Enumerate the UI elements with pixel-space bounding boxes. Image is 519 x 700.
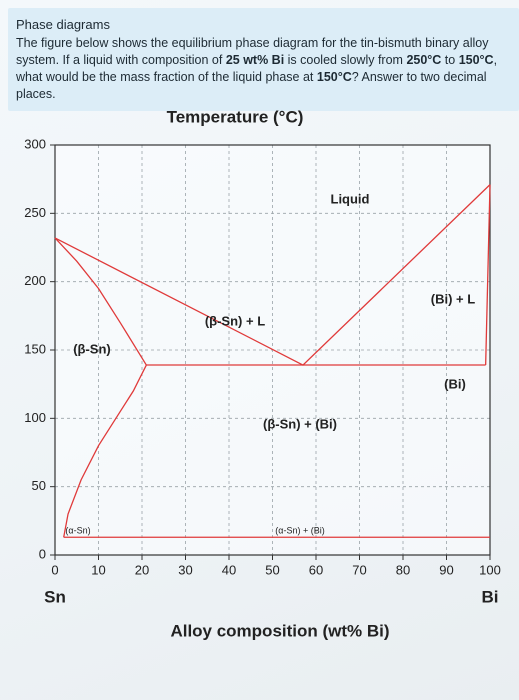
x-axis-label: Alloy composition (wt% Bi) bbox=[170, 621, 389, 640]
region-label: (α-Sn) bbox=[65, 525, 90, 535]
question-segment: ? Answer to two decimal places. bbox=[16, 70, 487, 101]
region-label: (α-Sn) + (Bi) bbox=[275, 525, 324, 535]
x-right-label: Bi bbox=[482, 587, 499, 606]
plot-frame bbox=[54, 144, 491, 556]
y-axis-label: Temperature (°C) bbox=[167, 107, 304, 126]
x-left-label: Sn bbox=[44, 587, 66, 606]
region-label: (β-Sn) + (Bi) bbox=[263, 416, 337, 431]
phase-boundary bbox=[485, 184, 491, 366]
y-tick-label: 150 bbox=[24, 341, 46, 356]
phase-boundary bbox=[63, 364, 147, 538]
y-tick-label: 200 bbox=[24, 273, 46, 288]
x-tick-label: 40 bbox=[222, 562, 236, 577]
region-label: (Bi) + L bbox=[431, 291, 475, 306]
x-tick-label: 10 bbox=[91, 562, 105, 577]
y-tick-label: 100 bbox=[24, 410, 46, 425]
question-title: Phase diagrams bbox=[16, 17, 110, 32]
x-tick-label: 90 bbox=[439, 562, 453, 577]
region-label: (β-Sn) + L bbox=[205, 313, 265, 328]
region-label: (Bi) bbox=[444, 376, 466, 391]
question-emphasis: 25 wt% Bi bbox=[225, 53, 285, 67]
x-tick-label: 0 bbox=[51, 562, 58, 577]
region-label: Liquid bbox=[331, 191, 370, 206]
question-emphasis: 150°C bbox=[458, 53, 494, 67]
x-tick-label: 80 bbox=[396, 562, 410, 577]
y-tick-label: 50 bbox=[32, 478, 46, 493]
x-tick-label: 20 bbox=[135, 562, 149, 577]
phase-boundary bbox=[54, 237, 147, 366]
y-tick-label: 0 bbox=[39, 546, 46, 561]
question-segment: , what would be the mass fraction of the… bbox=[16, 53, 498, 84]
question-emphasis: 150°C bbox=[316, 70, 352, 84]
question-segment: to bbox=[441, 53, 459, 67]
question-emphasis: 250°C bbox=[406, 53, 442, 67]
x-tick-label: 60 bbox=[309, 562, 323, 577]
y-tick-label: 300 bbox=[24, 136, 46, 151]
question-text: The figure below shows the equilibrium p… bbox=[16, 35, 511, 103]
x-tick-label: 100 bbox=[479, 562, 501, 577]
question-box: Phase diagrams The figure below shows th… bbox=[8, 8, 519, 111]
question-segment: is cooled slowly from bbox=[284, 53, 407, 67]
x-tick-label: 70 bbox=[352, 562, 366, 577]
question-segment: The figure below shows the equilibrium p… bbox=[16, 36, 489, 67]
x-tick-label: 50 bbox=[265, 562, 279, 577]
x-tick-label: 30 bbox=[178, 562, 192, 577]
region-label: (β-Sn) bbox=[73, 341, 111, 356]
y-tick-label: 250 bbox=[24, 205, 46, 220]
